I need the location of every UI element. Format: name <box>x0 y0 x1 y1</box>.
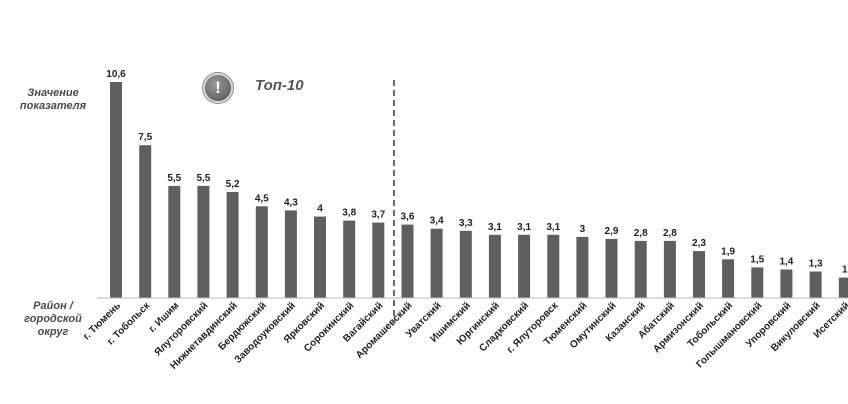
bar-value-label: 10,6 <box>106 69 126 80</box>
bar <box>197 185 210 298</box>
bar <box>430 228 443 298</box>
bar <box>110 82 122 298</box>
bar <box>459 230 472 298</box>
bar-value-label: 3,8 <box>342 208 356 219</box>
bars-layer <box>110 82 848 298</box>
bar <box>605 238 618 298</box>
bar-value-label: 1,9 <box>721 246 735 257</box>
exclamation-icon: ! <box>203 73 233 103</box>
bar-value-label: 3,4 <box>430 216 444 227</box>
bar-value-label: 3,6 <box>401 212 415 223</box>
bar <box>255 206 268 298</box>
bar <box>488 234 501 298</box>
bar-value-label: 2,9 <box>605 226 619 237</box>
category-tick-label: г. Ялуторовск <box>505 300 561 356</box>
bar-value-label: 3,1 <box>546 222 560 233</box>
bar-value-label: 3,3 <box>459 218 473 229</box>
bar <box>168 185 181 298</box>
bar <box>780 269 793 298</box>
value-labels-layer: 10,6 7,5 5,5 5,5 5,2 4,5 4,3 4 3,8 3,7 3,6 3,4 3,3 3,… <box>106 69 848 276</box>
bar-value-label: 7,5 <box>138 132 152 143</box>
bar <box>693 251 705 298</box>
bar-value-label: 3,7 <box>371 210 385 221</box>
bar <box>372 222 385 298</box>
bar-value-label: 1,4 <box>779 257 793 268</box>
bar <box>343 220 356 298</box>
bar-value-label: 1 <box>842 265 848 276</box>
bar <box>722 259 735 298</box>
bar-value-label: 5,5 <box>196 173 210 184</box>
bar <box>663 240 676 298</box>
bar-value-label: 3,1 <box>517 222 531 233</box>
bar-value-label: 1,3 <box>809 259 823 270</box>
bar <box>139 145 152 298</box>
x-axis-label: Район / городской округ <box>24 300 82 338</box>
bar-value-label: 4,3 <box>284 197 298 208</box>
bar-value-label: 4,5 <box>255 193 269 204</box>
bar <box>809 271 822 298</box>
bar <box>838 277 848 298</box>
y-axis-label: Значение показателя <box>19 87 87 112</box>
bar-value-label: 5,5 <box>167 173 181 184</box>
bar <box>751 267 764 298</box>
bar-value-label: 4 <box>317 204 323 215</box>
bar-value-label: 2,8 <box>663 228 677 239</box>
bar <box>401 224 414 298</box>
bar <box>226 192 239 298</box>
bar <box>314 216 326 298</box>
category-tick-label: Армизонский <box>651 300 706 355</box>
bar <box>547 234 560 298</box>
bar-value-label: 1,5 <box>750 254 764 265</box>
bar <box>576 236 589 298</box>
exclamation-glyph: ! <box>215 78 221 97</box>
bar-value-label: 2,3 <box>692 238 706 249</box>
bar <box>284 210 297 298</box>
top10-label: Топ-10 <box>255 77 304 94</box>
bar-value-label: 2,8 <box>634 228 648 239</box>
bar-value-label: 3,1 <box>488 222 502 233</box>
bar-value-label: 5,2 <box>226 179 240 190</box>
bar <box>518 234 531 298</box>
bar <box>634 240 647 298</box>
bar-value-label: 3 <box>580 224 586 235</box>
